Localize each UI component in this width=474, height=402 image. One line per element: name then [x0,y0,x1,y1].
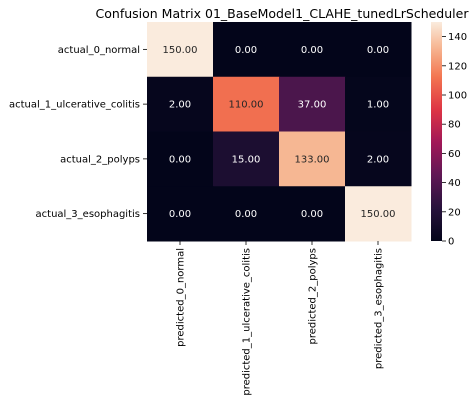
cell-value-label: 1.00 [367,100,389,111]
cell-value-label: 0.00 [301,209,323,220]
cell-value-label: 2.00 [367,154,389,165]
row-tick-label: actual_3_esophagitis [36,209,140,220]
row-tick-label: actual_2_polyps [60,154,140,165]
heatmap-cell [345,186,412,242]
cell-value-label: 0.00 [301,45,323,56]
colorbar-tick-label: 80 [448,120,461,131]
row-tick-label: actual_0_normal [58,45,140,56]
heatmap-cell [345,22,412,78]
cell-value-label: 0.00 [235,209,257,220]
cell-value-label: 0.00 [169,209,191,220]
cell-value-label: 110.00 [229,100,264,111]
column-tick-labels: predicted_0_normal predicted_1_ulcerative… [176,241,385,396]
heatmap-cell [279,22,346,78]
heatmap-cell [279,131,346,187]
heatmap-cell [213,131,280,187]
heatmap-cell [279,186,346,242]
colorbar-tick-label: 100 [448,91,467,102]
cell-value-label: 37.00 [298,100,327,111]
column-tick-label: predicted_0_normal [176,248,187,347]
column-tick-label: predicted_3_esophagitis [374,248,385,369]
heatmap-cell [279,76,346,132]
colorbar-ticks: 0 20 40 60 80 100 120 140 [442,32,467,248]
row-tick-label: actual_1_ulcerative_colitis [9,100,140,111]
heatmap-cell [147,22,214,78]
heatmap-cell [345,131,412,187]
colorbar-tick-label: 60 [448,149,461,160]
heatmap-cell [345,76,412,132]
row-tick-labels: actual_0_normal actual_1_ulcerative_colit… [9,45,147,220]
colorbar-tick-label: 20 [448,207,461,218]
cell-value-label: 150.00 [163,45,198,56]
column-tick-label: predicted_2_polyps [308,248,319,345]
colorbar-tick-label: 40 [448,178,461,189]
cell-value-label: 0.00 [235,45,257,56]
heatmap-cells [147,22,412,242]
cell-value-label: 2.00 [169,100,191,111]
colorbar-tick-label: 140 [448,32,467,43]
heatmap-cell [147,186,214,242]
heatmap-cell [147,76,214,132]
colorbar-tick-label: 120 [448,61,467,72]
cell-value-label: 133.00 [295,154,330,165]
colorbar [431,22,442,241]
cell-value-label: 150.00 [361,209,396,220]
colorbar-tick-label: 0 [448,237,454,248]
cell-value-label: 0.00 [169,154,191,165]
heatmap-cell [147,131,214,187]
heatmap-cell [213,186,280,242]
cell-value-label: 0.00 [367,45,389,56]
chart-title: Confusion Matrix 01_BaseModel1_CLAHE_tun… [96,6,470,21]
heatmap-cell [213,22,280,78]
heatmap-cell-labels: 150.00 0.00 0.00 0.00 2.00 110.00 37.00 1.00 0.0… [163,45,396,220]
heatmap-cell [213,76,280,132]
column-tick-label: predicted_1_ulcerative_colitis [242,248,253,396]
cell-value-label: 15.00 [232,154,261,165]
